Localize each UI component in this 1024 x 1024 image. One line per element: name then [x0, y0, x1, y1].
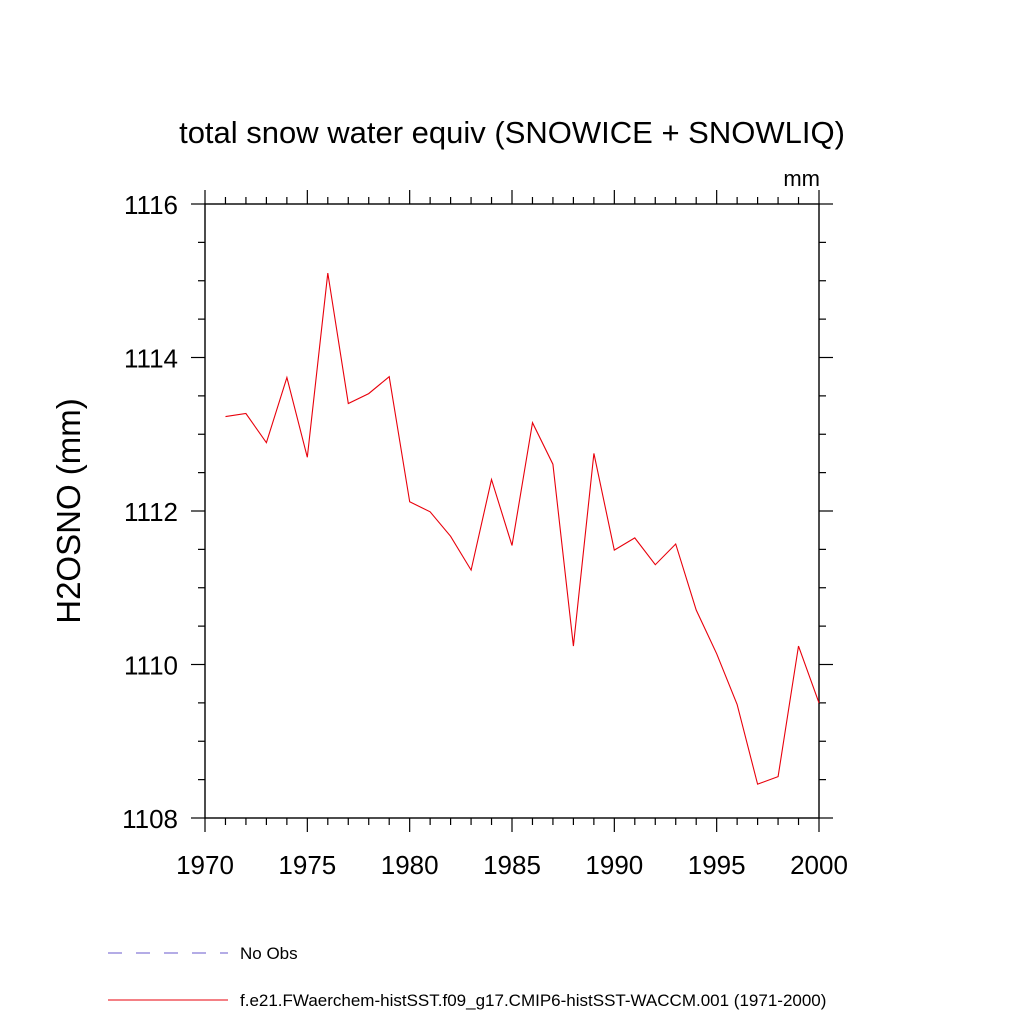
- x-tick-label: 1985: [483, 850, 541, 880]
- chart-title: total snow water equiv (SNOWICE + SNOWLI…: [179, 115, 845, 150]
- x-tick-label: 1980: [381, 850, 439, 880]
- legend-label-no-obs: No Obs: [240, 944, 298, 963]
- legend-label-model-run: f.e21.FWaerchem-histSST.f09_g17.CMIP6-hi…: [240, 991, 826, 1010]
- x-tick-label: 1995: [688, 850, 746, 880]
- y-tick-label: 1108: [122, 804, 178, 834]
- axis-tick-labels: 1970 1975 1980 1985 1990 1995 2000 1108 1110 1112…: [122, 190, 848, 880]
- x-tick-label: 2000: [790, 850, 848, 880]
- y-tick-label: 1116: [124, 190, 178, 220]
- plot-frame: [204, 203, 820, 819]
- x-tick-label: 1975: [278, 850, 336, 880]
- x-tick-label: 1990: [585, 850, 643, 880]
- y-tick-label: 1114: [124, 344, 178, 374]
- x-tick-label: 1970: [176, 850, 234, 880]
- series-line: [225, 273, 820, 785]
- data-series: [225, 273, 820, 785]
- axis-ticks: [191, 190, 833, 832]
- y-tick-label: 1110: [124, 651, 178, 681]
- y-tick-label: 1112: [124, 497, 178, 527]
- y-axis-label: H2OSNO (mm): [50, 398, 87, 624]
- units-label: mm: [783, 166, 820, 191]
- legend: No Obs f.e21.FWaerchem-histSST.f09_g17.C…: [108, 944, 826, 1010]
